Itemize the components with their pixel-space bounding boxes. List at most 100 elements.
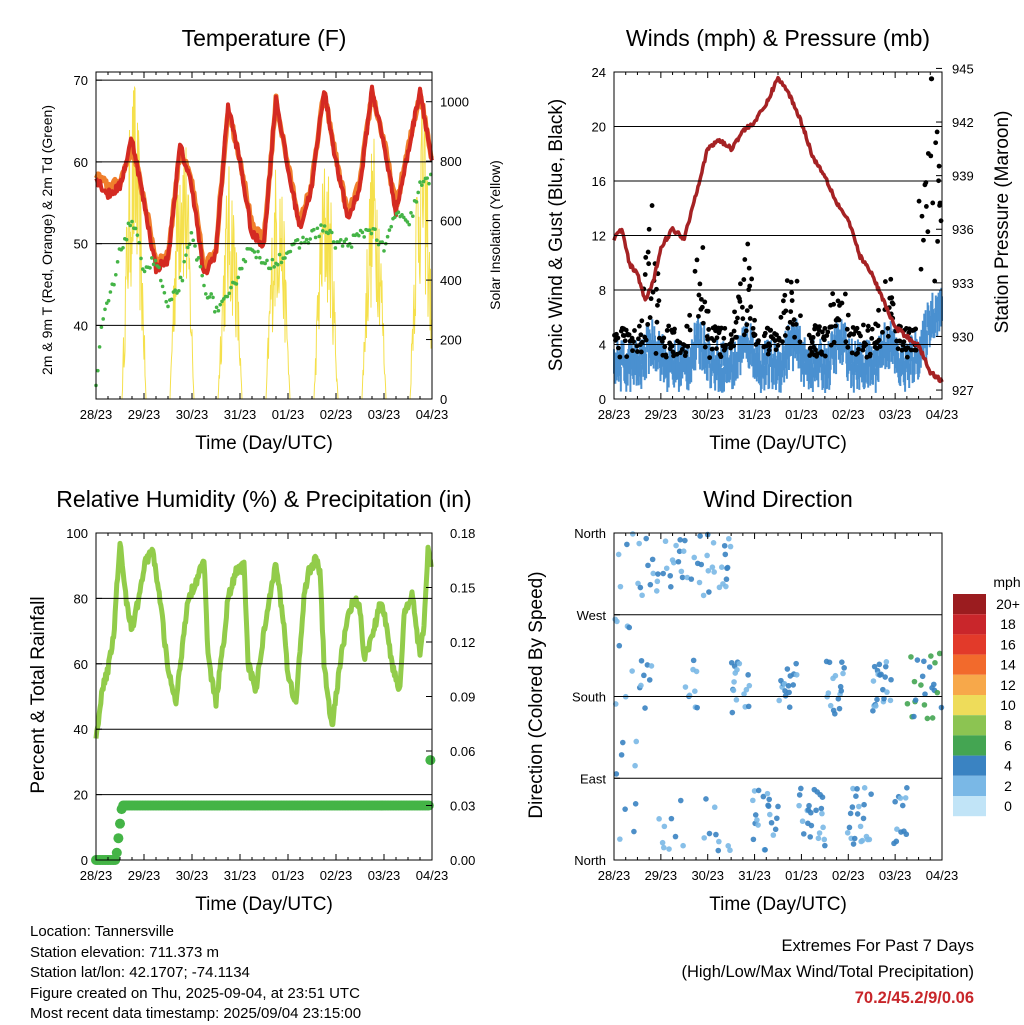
dewpoint-point: [367, 228, 372, 232]
gust-point: [670, 349, 676, 355]
wind-direction-point: [724, 564, 731, 571]
dewpoint-point: [295, 238, 300, 242]
dewpoint-point: [252, 250, 257, 254]
wind-direction-point: [854, 786, 860, 792]
wind-direction-point: [851, 835, 858, 842]
gust-point: [739, 304, 745, 310]
wind-direction-point: [808, 809, 814, 816]
gust-point: [743, 328, 749, 334]
wind-direction-point: [725, 843, 732, 849]
dewpoint-point: [420, 183, 424, 187]
wind-direction-point: [861, 801, 867, 808]
gust-point: [721, 335, 727, 341]
gust-point: [694, 257, 700, 263]
dewpoint-point: [189, 230, 194, 235]
gust-point: [785, 325, 791, 331]
gust-point: [645, 322, 651, 327]
temp-y2tick-label: 600: [440, 214, 462, 229]
wind-direction-point: [733, 697, 740, 703]
dewpoint-point: [202, 283, 206, 288]
wind-direction-point: [919, 673, 926, 680]
gust-point: [705, 308, 711, 314]
wind-direction-point: [800, 831, 807, 837]
chart1-title: Temperature (F): [182, 25, 347, 51]
wind-direction-point: [709, 564, 716, 570]
chart2-ytick-label: 12: [592, 229, 606, 244]
wind-direction-point: [703, 796, 709, 802]
wind-direction-point: [934, 689, 941, 696]
elevation-text: Station elevation: 711.373 m: [30, 943, 220, 961]
wind-direction-point: [647, 581, 654, 588]
chart3-ytick-label: 40: [74, 722, 88, 737]
wind-y2tick-label: 942: [952, 115, 974, 130]
wind-direction-point: [856, 803, 862, 810]
gust-point: [919, 213, 925, 219]
gust-point: [843, 339, 849, 345]
gust-point: [845, 344, 851, 350]
gust-point: [683, 350, 689, 355]
chart3-xtick-label: 04/23: [416, 868, 449, 883]
wind-direction-point: [723, 576, 730, 583]
chart3-title: Relative Humidity (%) & Precipitation (i…: [56, 486, 471, 512]
wind-direction-point: [813, 807, 819, 814]
wind-direction-point: [921, 658, 927, 665]
wind-direction-point: [931, 681, 937, 688]
wind-direction-point: [922, 691, 928, 697]
gust-point: [890, 301, 896, 307]
dewpoint-point: [187, 242, 192, 247]
gust-point: [875, 323, 881, 329]
wind-direction-point: [697, 533, 703, 539]
chart3-xlabel: Time (Day/UTC): [195, 894, 333, 915]
temp-y2tick-label: 200: [440, 333, 462, 348]
chart2-xtick-label: 29/23: [645, 407, 678, 422]
chart3-xtick-label: 01/23: [272, 868, 305, 883]
gust-point: [916, 198, 922, 204]
wind-direction-point: [839, 659, 845, 665]
wind-direction-point: [629, 668, 635, 674]
gust-point: [655, 302, 660, 308]
gust-point: [792, 334, 797, 340]
wind-direction-point: [808, 822, 815, 829]
wind-direction-point: [776, 697, 782, 704]
gust-point: [845, 312, 851, 318]
gust-point: [636, 323, 642, 329]
wind-direction-point: [892, 798, 898, 805]
wind-direction-point: [880, 686, 886, 693]
gust-point: [820, 329, 825, 335]
wind-direction-point: [673, 542, 679, 549]
wind-direction-point: [622, 806, 628, 812]
gust-point: [780, 298, 786, 304]
wind-direction-point: [884, 689, 890, 695]
wind-direction-point: [677, 537, 683, 543]
wind-direction-point: [878, 671, 884, 678]
wind-direction-point: [691, 554, 698, 561]
location-text: Location: Tannersville: [30, 923, 174, 940]
gust-point: [869, 326, 875, 332]
wind-direction-point: [861, 785, 868, 791]
chart2-xlabel: Time (Day/UTC): [709, 433, 847, 454]
dewpoint-point: [162, 290, 167, 295]
wind-direction-point: [693, 668, 700, 675]
gust-point: [762, 330, 768, 336]
gust-point: [664, 328, 670, 333]
dewpoint-point: [375, 238, 379, 242]
dewpoint-point: [193, 244, 197, 248]
dewpoint-point: [389, 224, 394, 229]
legend-label: 0: [1004, 798, 1012, 814]
wind-direction-point: [617, 583, 624, 590]
dewpoint-point: [272, 265, 277, 269]
wind-direction-point: [631, 828, 637, 835]
dewpoint-point: [182, 259, 186, 264]
dewpoint-point: [362, 235, 367, 239]
gust-point: [784, 278, 790, 283]
dewpoint-point: [418, 180, 422, 184]
gust-point: [794, 278, 800, 284]
dewpoint-point: [344, 237, 349, 241]
wind-direction-point: [711, 804, 718, 811]
dewpoint-point: [304, 237, 309, 242]
wind-direction-point: [832, 710, 838, 717]
gust-point: [789, 298, 795, 304]
wind-direction-point: [798, 785, 804, 792]
dewpoint-point: [400, 213, 404, 217]
wind-direction-point: [692, 688, 698, 695]
